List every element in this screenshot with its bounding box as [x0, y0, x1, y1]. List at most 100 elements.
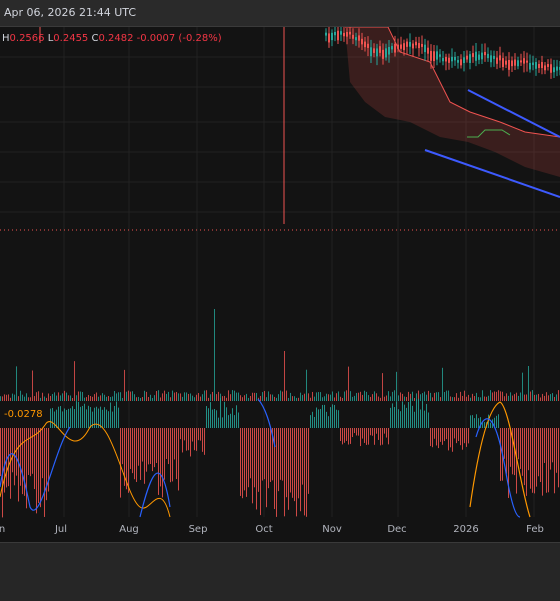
osc-bar [276, 428, 277, 517]
volume-bar [506, 393, 507, 401]
volume-bar [226, 397, 227, 401]
osc-bar [146, 428, 147, 472]
osc-bar [296, 428, 297, 517]
candle-body [466, 55, 468, 60]
osc-bar [226, 407, 227, 428]
volume-bar [512, 395, 513, 401]
osc-bar [344, 428, 345, 443]
osc-bar [464, 428, 465, 444]
volume-bar [540, 397, 541, 401]
volume-bar [240, 395, 241, 401]
osc-bar [116, 401, 117, 428]
volume-bar [108, 396, 109, 401]
osc-bar [114, 405, 115, 428]
osc-bar [508, 428, 509, 498]
osc-bar [356, 428, 357, 436]
candle-body [355, 37, 357, 41]
osc-bar [132, 428, 133, 474]
volume-bar [332, 391, 333, 401]
volume-bar [176, 391, 177, 401]
osc-bar [442, 428, 443, 445]
volume-bar [352, 396, 353, 401]
volume-bar [290, 392, 291, 401]
osc-bar [518, 428, 519, 460]
osc-bar [140, 428, 141, 480]
osc-bar [134, 428, 135, 480]
osc-bar [306, 428, 307, 517]
volume-bar [162, 393, 163, 401]
osc-bar [422, 401, 423, 428]
volume-bar [486, 396, 487, 401]
osc-bar [548, 428, 549, 493]
osc-bar [210, 402, 211, 428]
osc-bar [244, 428, 245, 491]
time-axis-label: 2026 [453, 524, 479, 535]
candle-body [493, 55, 495, 59]
osc-bar [288, 428, 289, 510]
osc-bar [358, 428, 359, 436]
volume-bar [434, 392, 435, 401]
candle-body [460, 59, 462, 66]
volume-bar [56, 395, 57, 401]
candle-body [451, 56, 453, 62]
osc-bar [24, 428, 25, 496]
volume-bar [204, 390, 205, 401]
candle-body [544, 65, 546, 71]
price-chart[interactable]: H0.2566 L0.2455 C0.2482 -0.0007 (-0.28%)… [0, 27, 560, 542]
chart-canvas[interactable] [0, 27, 560, 542]
volume-bar [436, 392, 437, 401]
osc-bar [148, 428, 149, 465]
osc-bar [262, 428, 263, 481]
osc-bar [318, 409, 319, 428]
candle-body [394, 43, 396, 53]
osc-bar [536, 428, 537, 487]
osc-bar [458, 428, 459, 442]
osc-bar [398, 409, 399, 428]
volume-bar [424, 391, 425, 401]
volume-bar [44, 396, 45, 401]
volume-bar [524, 394, 525, 401]
osc-bar [158, 428, 159, 495]
volume-bar [84, 397, 85, 401]
volume-bar [298, 397, 299, 401]
volume-bar [150, 394, 151, 401]
osc-bar [274, 428, 275, 510]
osc-bar [50, 408, 51, 428]
volume-bar [474, 396, 475, 401]
low-value: 0.2455 [53, 33, 89, 44]
candle-body [418, 43, 420, 49]
osc-bar [42, 428, 43, 479]
time-axis-label: n [0, 524, 6, 535]
osc-bar [396, 401, 397, 428]
volume-bar [292, 396, 293, 401]
osc-bar [406, 407, 407, 428]
volume-bar [310, 397, 311, 401]
volume-bar [270, 394, 271, 401]
volume-bar [368, 395, 369, 401]
volume-bar [336, 393, 337, 401]
osc-bar [218, 417, 219, 428]
candle-body [343, 32, 345, 37]
osc-bar [462, 428, 463, 450]
volume-bar [492, 392, 493, 401]
osc-bar [284, 428, 285, 517]
osc-bar [328, 416, 329, 428]
osc-bar [86, 409, 87, 428]
osc-bar [558, 428, 559, 488]
osc-bar [76, 401, 77, 428]
volume-bar [28, 397, 29, 401]
volume-bar [116, 393, 117, 401]
volume-bar [120, 392, 121, 401]
osc-bar [454, 428, 455, 439]
osc-bar [452, 428, 453, 452]
volume-bar [526, 394, 527, 401]
osc-bar [214, 408, 215, 428]
volume-bar [36, 392, 37, 401]
volume-bar [282, 391, 283, 401]
candle-body [427, 47, 429, 54]
osc-bar [550, 428, 551, 470]
volume-bar [496, 391, 497, 401]
osc-bar [30, 428, 31, 477]
candle-body [514, 59, 516, 66]
osc-bar [340, 428, 341, 441]
